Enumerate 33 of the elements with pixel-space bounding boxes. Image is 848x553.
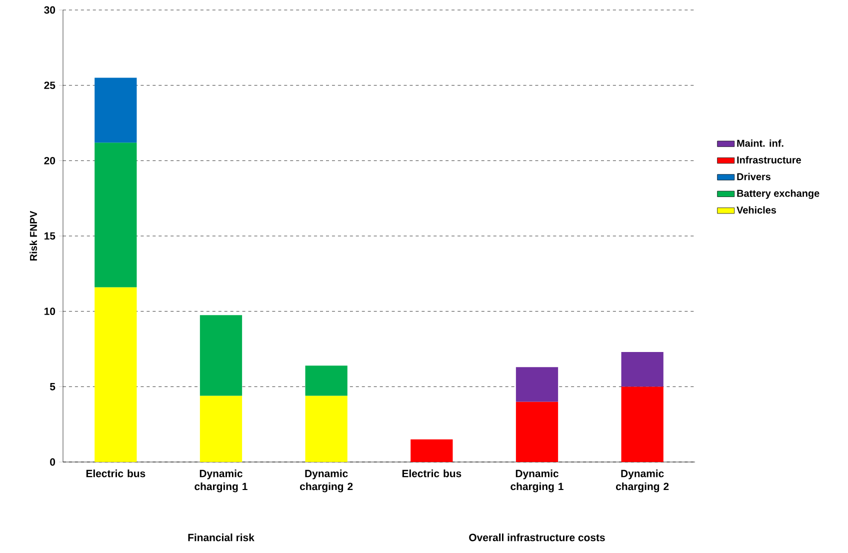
- legend-label: Battery exchange: [737, 190, 820, 199]
- bar: [621, 386, 664, 462]
- bar: [94, 287, 137, 462]
- bar: [94, 78, 137, 143]
- legend-label: Drivers: [737, 172, 770, 180]
- y-tick-label: 0: [50, 458, 56, 466]
- bar: [516, 367, 558, 402]
- y-axis-title: Risk FNPV: [30, 210, 37, 261]
- bar: [621, 352, 664, 387]
- bar: [200, 396, 242, 462]
- bar: [94, 142, 137, 288]
- y-tick-label: 20: [44, 156, 56, 164]
- bar: [305, 396, 348, 462]
- bar: [516, 402, 558, 462]
- y-tick-label: 5: [50, 383, 56, 390]
- text: Financial risk: [188, 534, 254, 542]
- x-tick-label: Electric bus: [86, 470, 146, 478]
- legend-label: Infrastructure: [737, 156, 801, 164]
- y-tick-label: 25: [44, 82, 56, 90]
- x-tick-label: Dynamic charging 2: [616, 470, 669, 492]
- legend-label: Maint. inf.: [737, 139, 784, 147]
- y-tick-label: 15: [44, 232, 56, 240]
- legend-label: Vehicles: [736, 206, 776, 214]
- text: Overall infrastructure costs: [469, 534, 605, 542]
- x-tick-label: Dynamic charging 2: [300, 470, 353, 492]
- x-tick-label: Electric bus: [402, 470, 462, 478]
- x-tick-label: Dynamic charging 1: [510, 470, 564, 492]
- x-tick-label: Dynamic charging 1: [194, 470, 248, 492]
- bar: [305, 366, 348, 396]
- bar: [410, 439, 453, 462]
- y-tick-label: 10: [44, 308, 56, 316]
- y-tick-label: 30: [44, 6, 56, 14]
- bar: [200, 315, 242, 396]
